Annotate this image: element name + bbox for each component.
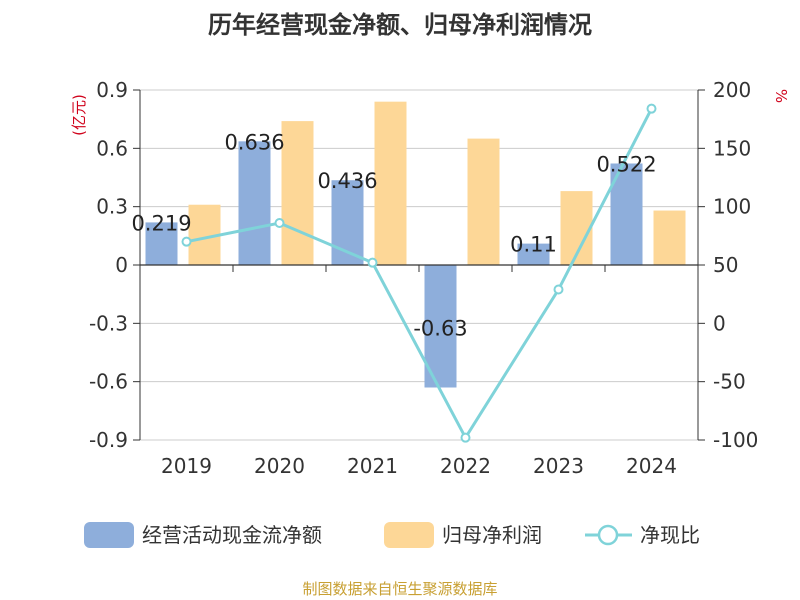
- x-tick-label: 2019: [161, 454, 212, 478]
- gridlines: [140, 89, 698, 441]
- ratio-point: [181, 236, 192, 247]
- legend-label-cashflow: 经营活动现金流净额: [142, 523, 322, 547]
- ratio-line-path: [186, 107, 653, 441]
- right-tick-label: 200: [713, 78, 751, 102]
- ratio-point: [553, 284, 564, 295]
- right-tick-label: -100: [713, 428, 758, 452]
- x-tick-label: 2021: [347, 454, 398, 478]
- cashflow-data-label: 0.11: [510, 233, 557, 257]
- ratio-line: [181, 103, 657, 443]
- cashflow-bar: [145, 222, 178, 265]
- left-tick-label: -0.3: [89, 311, 128, 335]
- left-tick-label: 0.6: [96, 136, 128, 160]
- legend-label-ratio: 净现比: [640, 523, 700, 547]
- legend-label-net-profit: 归母净利润: [442, 523, 542, 547]
- net-profit-bar: [467, 138, 500, 265]
- legend-marker-ratio: [597, 524, 619, 546]
- cashflow-data-label: -0.63: [413, 317, 467, 341]
- legend-swatch-net-profit: [384, 522, 434, 548]
- x-tick-label: 2024: [626, 454, 677, 478]
- left-tick-label: 0: [115, 253, 128, 277]
- left-tick-label: 0.9: [96, 78, 128, 102]
- cashflow-bar: [238, 141, 271, 265]
- cashflow-data-label: 0.436: [317, 169, 377, 193]
- axes: 0.9 0.6 0.3 0 -0.3 -0.6 -0.9 200 150 100 50 0 -50 -10…: [70, 78, 790, 478]
- left-tick-label: -0.6: [89, 370, 128, 394]
- ratio-point: [646, 103, 657, 114]
- ratio-point: [367, 257, 378, 268]
- x-tick-label: 2022: [440, 454, 491, 478]
- net-profit-bar: [374, 101, 407, 266]
- cashflow-bar: [517, 243, 550, 265]
- x-tick-label: 2023: [533, 454, 584, 478]
- cashflow-data-label: 0.522: [596, 153, 656, 177]
- data-labels: 0.219 0.636 0.436 -0.63 0.11 0.522: [131, 130, 656, 340]
- right-axis-unit: %: [772, 89, 790, 103]
- ratio-point: [460, 432, 471, 443]
- right-tick-label: 100: [713, 195, 751, 219]
- left-tick-label: 0.3: [96, 195, 128, 219]
- chart-title: 历年经营现金净额、归母净利润情况: [208, 11, 592, 39]
- cashflow-bar: [424, 265, 457, 388]
- ratio-point: [274, 218, 285, 228]
- cashflow-data-label: 0.636: [224, 130, 284, 154]
- cashflow-data-label: 0.219: [131, 211, 191, 235]
- left-axis-unit: (亿元): [70, 94, 88, 136]
- legend-swatch-cashflow: [84, 522, 134, 548]
- right-tick-label: -50: [713, 370, 746, 394]
- bars: [145, 101, 686, 388]
- right-tick-label: 50: [713, 253, 738, 277]
- net-profit-bar: [653, 210, 686, 265]
- left-tick-label: -0.9: [89, 428, 128, 452]
- legend: 经营活动现金流净额 归母净利润 净现比: [84, 522, 700, 548]
- x-tick-label: 2020: [254, 454, 305, 478]
- right-tick-label: 0: [713, 311, 726, 335]
- source-note: 制图数据来自恒生聚源数据库: [302, 580, 497, 598]
- net-profit-bar: [281, 121, 314, 265]
- right-tick-label: 150: [713, 136, 751, 160]
